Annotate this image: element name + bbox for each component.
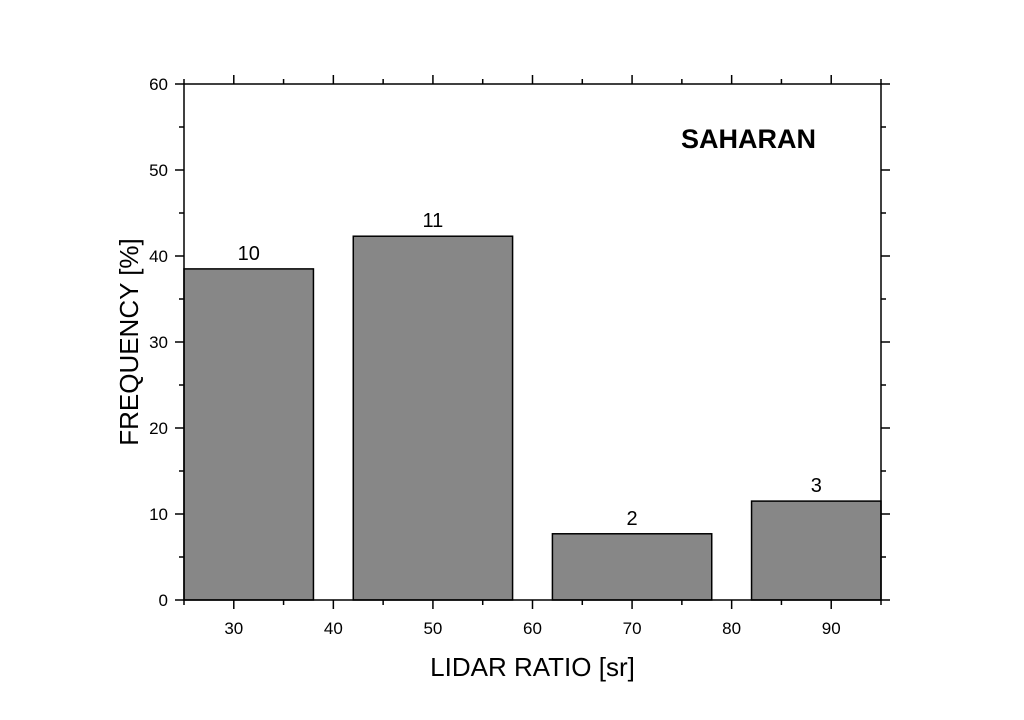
bar-4: [750, 500, 882, 601]
bar-count-label-1: 10: [238, 243, 260, 265]
y-tick-label: 20: [149, 419, 168, 438]
x-tick-label: 40: [324, 619, 343, 638]
x-tick-label: 30: [224, 619, 243, 638]
y-tick-label: 40: [149, 247, 168, 266]
plot-frame: [183, 83, 882, 601]
y-tick-label: 60: [149, 75, 168, 94]
annotation-label: SAHARAN: [681, 124, 816, 154]
bar-count-label-4: 3: [811, 475, 822, 497]
x-tick-label: 90: [822, 619, 841, 638]
x-tick-label: 70: [623, 619, 642, 638]
bars-layer: 10 11 2 3: [183, 210, 882, 601]
bar-3: [551, 533, 713, 601]
bar-count-label-2: 11: [423, 210, 444, 232]
x-axis-title: LIDAR RATIO [sr]: [430, 652, 635, 682]
bar-2: [352, 235, 514, 601]
bar-count-label-3: 2: [627, 508, 638, 530]
y-tick-label: 50: [149, 161, 168, 180]
y-tick-label: 30: [149, 333, 168, 352]
ticks-layer: 30 40 50 60 70 80 90 0 10 20 30 40 50 60: [149, 75, 890, 638]
bar-1: [183, 268, 315, 601]
y-tick-label: 10: [149, 505, 168, 524]
y-tick-label: 0: [159, 591, 168, 610]
x-tick-label: 80: [722, 619, 741, 638]
x-tick-label: 60: [523, 619, 542, 638]
y-axis-title: FREQUENCY [%]: [114, 238, 144, 446]
x-tick-label: 50: [423, 619, 442, 638]
